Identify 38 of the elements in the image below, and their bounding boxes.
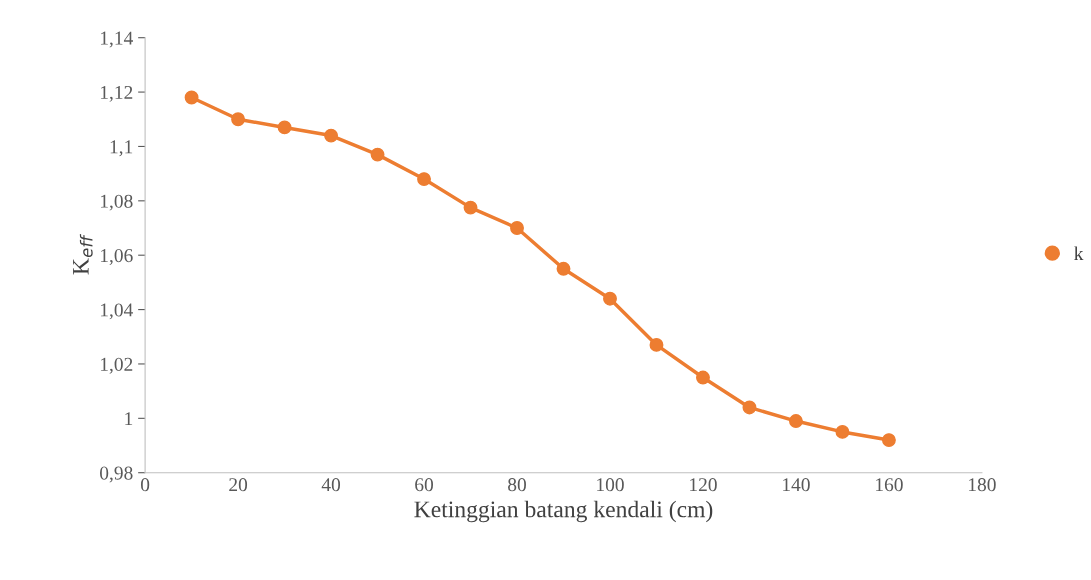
x-axis-title: Ketinggian batang kendali (cm) [414, 500, 713, 523]
x-tick-label: 0 [140, 478, 150, 492]
point [649, 337, 664, 352]
point [696, 370, 710, 385]
point [277, 120, 292, 135]
point [417, 172, 431, 187]
point [463, 200, 478, 215]
point [881, 433, 896, 448]
point [789, 414, 803, 428]
x-tick-label: 160 [876, 478, 903, 492]
x-tick-label: 120 [690, 478, 717, 492]
point [556, 261, 571, 276]
x-tick-label: 40 [321, 478, 341, 492]
y-tick-label: 1,02 [100, 357, 133, 374]
x-tick-label: 180 [969, 478, 996, 492]
x-tick-label: 60 [415, 478, 434, 492]
y-tick-label: 0,98 [100, 466, 133, 483]
point [603, 291, 617, 306]
y-tick-label: 1,1 [110, 140, 133, 157]
x-tick-label: 80 [508, 478, 526, 492]
x-tick-label: 100 [597, 478, 624, 492]
point [324, 128, 339, 143]
point [742, 400, 757, 415]
y-tick-label: 1,06 [100, 249, 133, 265]
y-tick-label: 1,14 [100, 31, 133, 48]
point [835, 424, 850, 439]
y-tick-label: 1,08 [100, 194, 133, 211]
point [231, 112, 246, 127]
point [510, 221, 524, 235]
x-tick-label: 20 [229, 478, 248, 492]
y-tick-label: 1 [125, 412, 133, 426]
y-tick-label: 1,04 [100, 303, 133, 320]
x-tick-label: 140 [783, 478, 810, 492]
legend-label: k [1074, 246, 1084, 260]
point [370, 147, 385, 162]
point [184, 90, 199, 105]
y-tick-label: 1,12 [100, 85, 133, 102]
y-axis-title: K$_{eff}$ [73, 233, 93, 275]
